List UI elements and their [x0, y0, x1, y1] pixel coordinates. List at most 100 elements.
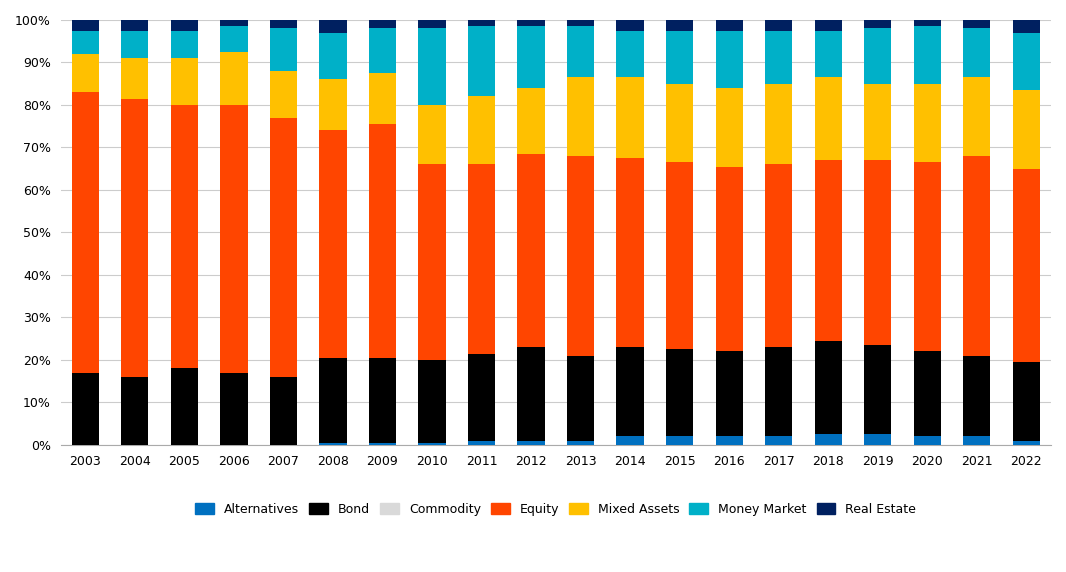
- Bar: [963, 156, 990, 356]
- Bar: [814, 341, 842, 434]
- Bar: [171, 31, 198, 58]
- Bar: [616, 347, 644, 436]
- Bar: [963, 356, 990, 436]
- Bar: [765, 31, 792, 84]
- Bar: [567, 356, 594, 441]
- Bar: [666, 436, 693, 445]
- Bar: [865, 434, 891, 445]
- Bar: [221, 373, 247, 445]
- Bar: [865, 345, 891, 434]
- Bar: [171, 20, 198, 31]
- Bar: [814, 31, 842, 77]
- Bar: [122, 20, 148, 31]
- Bar: [418, 29, 446, 105]
- Bar: [616, 20, 644, 31]
- Bar: [270, 29, 297, 71]
- Bar: [567, 156, 594, 356]
- Bar: [616, 31, 644, 77]
- Bar: [765, 84, 792, 165]
- Bar: [715, 436, 743, 445]
- Bar: [814, 77, 842, 160]
- Bar: [715, 166, 743, 351]
- Bar: [814, 20, 842, 31]
- Bar: [715, 88, 743, 166]
- Bar: [171, 105, 198, 368]
- Bar: [468, 20, 495, 26]
- Bar: [814, 434, 842, 445]
- Bar: [468, 165, 495, 353]
- Bar: [865, 160, 891, 345]
- Bar: [567, 77, 594, 156]
- Bar: [369, 20, 397, 29]
- Bar: [320, 130, 346, 358]
- Bar: [963, 29, 990, 77]
- Bar: [270, 20, 297, 29]
- Bar: [418, 165, 446, 360]
- Bar: [320, 443, 346, 445]
- Bar: [914, 20, 941, 26]
- Bar: [914, 26, 941, 84]
- Bar: [865, 29, 891, 84]
- Bar: [1013, 33, 1039, 90]
- Bar: [666, 31, 693, 84]
- Bar: [122, 31, 148, 58]
- Bar: [666, 162, 693, 349]
- Bar: [320, 358, 346, 443]
- Bar: [963, 77, 990, 156]
- Bar: [666, 349, 693, 436]
- Bar: [666, 20, 693, 31]
- Bar: [616, 158, 644, 347]
- Bar: [517, 154, 545, 347]
- Bar: [369, 29, 397, 73]
- Bar: [517, 441, 545, 445]
- Bar: [715, 351, 743, 436]
- Bar: [71, 92, 99, 373]
- Bar: [221, 20, 247, 26]
- Bar: [517, 347, 545, 441]
- Bar: [468, 26, 495, 97]
- Bar: [865, 84, 891, 160]
- Bar: [468, 353, 495, 441]
- Bar: [369, 443, 397, 445]
- Bar: [517, 20, 545, 26]
- Bar: [914, 436, 941, 445]
- Bar: [71, 31, 99, 54]
- Bar: [914, 351, 941, 436]
- Bar: [865, 20, 891, 29]
- Bar: [418, 20, 446, 29]
- Bar: [666, 84, 693, 162]
- Bar: [765, 436, 792, 445]
- Bar: [1013, 441, 1039, 445]
- Bar: [963, 20, 990, 29]
- Bar: [715, 31, 743, 88]
- Bar: [270, 377, 297, 445]
- Bar: [1013, 169, 1039, 362]
- Bar: [468, 441, 495, 445]
- Bar: [616, 436, 644, 445]
- Bar: [221, 105, 247, 373]
- Bar: [320, 20, 346, 33]
- Bar: [567, 441, 594, 445]
- Bar: [765, 165, 792, 347]
- Bar: [122, 58, 148, 98]
- Bar: [418, 360, 446, 443]
- Bar: [814, 160, 842, 341]
- Bar: [468, 97, 495, 165]
- Bar: [320, 80, 346, 130]
- Bar: [1013, 362, 1039, 441]
- Bar: [765, 20, 792, 31]
- Bar: [616, 77, 644, 158]
- Bar: [171, 58, 198, 105]
- Bar: [963, 436, 990, 445]
- Bar: [1013, 20, 1039, 33]
- Bar: [122, 98, 148, 377]
- Bar: [320, 33, 346, 80]
- Bar: [221, 52, 247, 105]
- Bar: [914, 84, 941, 162]
- Bar: [71, 373, 99, 445]
- Bar: [270, 71, 297, 118]
- Bar: [567, 26, 594, 77]
- Bar: [765, 347, 792, 436]
- Bar: [914, 162, 941, 351]
- Bar: [369, 73, 397, 124]
